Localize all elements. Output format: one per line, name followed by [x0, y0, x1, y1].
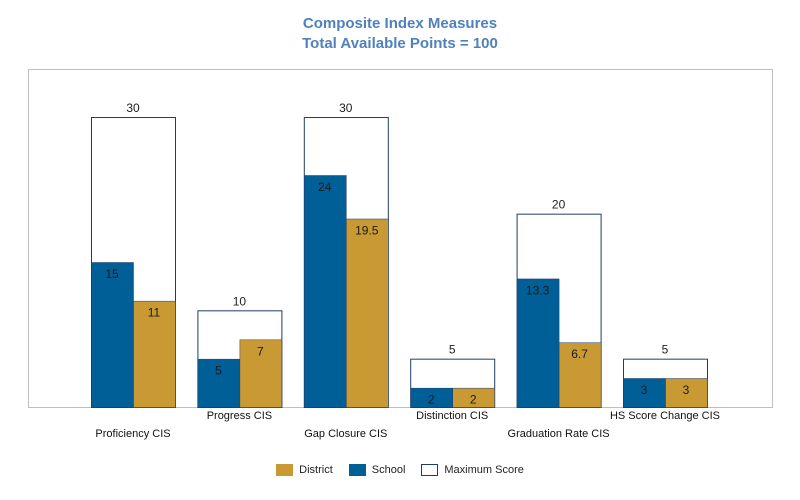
- bar-school-hs-score-change-cis: [623, 378, 666, 408]
- legend-item-school: School: [348, 464, 406, 476]
- bar-school-gap-closure-cis: [304, 175, 347, 408]
- bar-school-progress-cis: [197, 358, 241, 408]
- legend-label-school: School: [371, 464, 406, 476]
- legend-swatch-school: [348, 464, 366, 476]
- bar-district-proficiency-cis: [133, 300, 176, 408]
- bar-school-proficiency-cis: [91, 262, 134, 408]
- category-label-graduation-rate-cis: Graduation Rate CIS: [508, 428, 610, 440]
- category-label-gap-closure-cis: Gap Closure CIS: [304, 428, 387, 440]
- label-district-hs-score-change-cis: 3: [683, 383, 690, 397]
- chart-subtitle: Total Available Points = 100: [302, 35, 498, 52]
- bar-district-hs-score-change-cis: [665, 378, 708, 408]
- label-maximum-gap-closure-cis: 30: [339, 101, 353, 115]
- category-label-hs-score-change-cis: HS Score Change CIS: [610, 410, 720, 422]
- label-maximum-hs-score-change-cis: 5: [662, 343, 669, 357]
- label-maximum-progress-cis: 10: [233, 294, 247, 308]
- label-maximum-graduation-rate-cis: 20: [552, 198, 566, 212]
- legend-label-maximum: Maximum Score: [444, 464, 524, 476]
- legend: District School Maximum Score: [0, 464, 800, 476]
- label-maximum-distinction-cis: 5: [449, 343, 456, 357]
- category-label-distinction-cis: Distinction CIS: [416, 410, 488, 422]
- legend-label-district: District: [299, 464, 333, 476]
- legend-swatch-district: [276, 464, 294, 476]
- label-school-gap-closure-cis: 24: [318, 180, 332, 194]
- label-district-distinction-cis: 2: [470, 393, 477, 407]
- bar-district-graduation-rate-cis: [558, 342, 602, 408]
- label-maximum-proficiency-cis: 30: [126, 101, 140, 115]
- label-district-gap-closure-cis: 19.5: [355, 224, 379, 238]
- label-school-progress-cis: 5: [215, 364, 222, 378]
- bar-district-progress-cis: [239, 339, 283, 408]
- label-school-distinction-cis: 2: [428, 393, 435, 407]
- label-school-graduation-rate-cis: 13.3: [526, 283, 550, 297]
- label-district-proficiency-cis: 11: [148, 306, 161, 320]
- bar-school-graduation-rate-cis: [516, 278, 560, 408]
- category-label-progress-cis: Progress CIS: [207, 410, 272, 422]
- category-label-proficiency-cis: Proficiency CIS: [95, 428, 170, 440]
- plot-area: [28, 69, 773, 408]
- bar-district-distinction-cis: [452, 387, 495, 408]
- chart-title: Composite Index Measures: [302, 15, 498, 32]
- legend-item-district: District: [276, 464, 333, 476]
- label-school-proficiency-cis: 15: [105, 267, 119, 281]
- label-district-graduation-rate-cis: 6.7: [571, 347, 588, 361]
- label-district-progress-cis: 7: [257, 344, 264, 358]
- label-school-hs-score-change-cis: 3: [641, 383, 648, 397]
- legend-item-maximum: Maximum Score: [421, 464, 524, 476]
- bar-district-gap-closure-cis: [346, 218, 389, 408]
- legend-swatch-maximum: [421, 464, 439, 476]
